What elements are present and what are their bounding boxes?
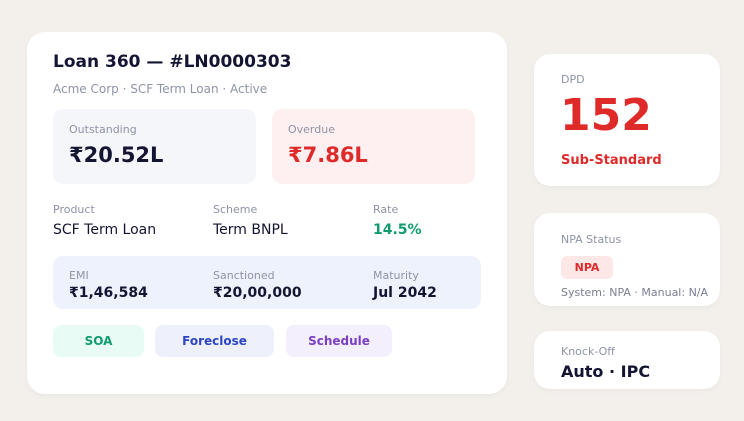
rate-value: 14.5% [373, 222, 422, 238]
loan-subtitle: Acme Corp · SCF Term Loan · Active [53, 82, 268, 96]
dpd-card: DPD 152 Sub-Standard [534, 54, 720, 186]
dpd-label: DPD [561, 73, 585, 86]
scheme-field: Scheme Term BNPL [213, 203, 288, 238]
soa-button[interactable]: SOA [53, 325, 144, 357]
rate-label: Rate [373, 203, 399, 216]
outstanding-box: Outstanding ₹20.52L [53, 109, 256, 184]
overdue-box: Overdue ₹7.86L [272, 109, 475, 184]
overdue-label: Overdue [288, 123, 335, 136]
product-value: SCF Term Loan [53, 222, 157, 238]
loan-terms-strip: EMI ₹1,46,584 Sanctioned ₹20,00,000 Matu… [53, 256, 481, 309]
npa-status-detail: System: NPA · Manual: N/A [561, 286, 709, 299]
sanctioned-field: Sanctioned ₹20,00,000 [213, 269, 302, 301]
maturity-label: Maturity [373, 269, 419, 282]
outstanding-value: ₹20.52L [69, 143, 164, 167]
dpd-value: 152 [560, 90, 652, 141]
npa-status-badge: NPA [561, 256, 613, 279]
maturity-value: Jul 2042 [373, 285, 437, 301]
dpd-classification: Sub-Standard [561, 153, 662, 168]
emi-value: ₹1,46,584 [69, 285, 148, 301]
foreclose-button[interactable]: Foreclose [155, 325, 274, 357]
overdue-value: ₹7.86L [288, 143, 368, 167]
knock-off-card: Knock-Off Auto · IPC [534, 331, 720, 389]
loan-360-card: Loan 360 — #LN0000303 Acme Corp · SCF Te… [27, 32, 507, 394]
knock-off-label: Knock-Off [561, 345, 615, 358]
npa-status-label: NPA Status [561, 233, 622, 246]
page-title: Loan 360 — #LN0000303 [53, 52, 292, 72]
scheme-value: Term BNPL [213, 222, 288, 238]
emi-label: EMI [69, 269, 89, 282]
sanctioned-label: Sanctioned [213, 269, 275, 282]
schedule-button[interactable]: Schedule [286, 325, 392, 357]
npa-status-card: NPA Status NPA System: NPA · Manual: N/A [534, 213, 720, 306]
knock-off-value: Auto · IPC [561, 362, 651, 381]
scheme-label: Scheme [213, 203, 258, 216]
maturity-field: Maturity Jul 2042 [373, 269, 437, 301]
sanctioned-value: ₹20,00,000 [213, 285, 302, 301]
rate-field: Rate 14.5% [373, 203, 422, 238]
product-label: Product [53, 203, 95, 216]
product-field: Product SCF Term Loan [53, 203, 156, 238]
emi-field: EMI ₹1,46,584 [69, 269, 148, 301]
outstanding-label: Outstanding [69, 123, 137, 136]
